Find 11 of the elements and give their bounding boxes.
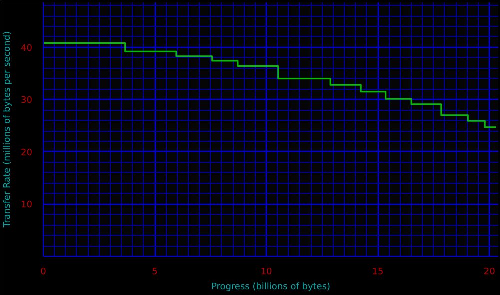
x-tick-label: 15 bbox=[372, 268, 384, 278]
y-tick-label: 20 bbox=[21, 148, 33, 158]
y-tick-label: 30 bbox=[21, 96, 33, 106]
x-tick-label: 5 bbox=[152, 268, 158, 278]
y-tick-label: 10 bbox=[21, 200, 33, 211]
x-tick-label: 20 bbox=[484, 268, 496, 278]
x-tick-label: 10 bbox=[260, 268, 273, 278]
x-axis-title: Progress (billions of bytes) bbox=[211, 282, 331, 292]
x-tick-label: 0 bbox=[40, 268, 47, 278]
y-tick-label: 40 bbox=[21, 44, 33, 54]
y-axis-title: Transfer Rate (millions of bytes per second) bbox=[3, 31, 14, 229]
